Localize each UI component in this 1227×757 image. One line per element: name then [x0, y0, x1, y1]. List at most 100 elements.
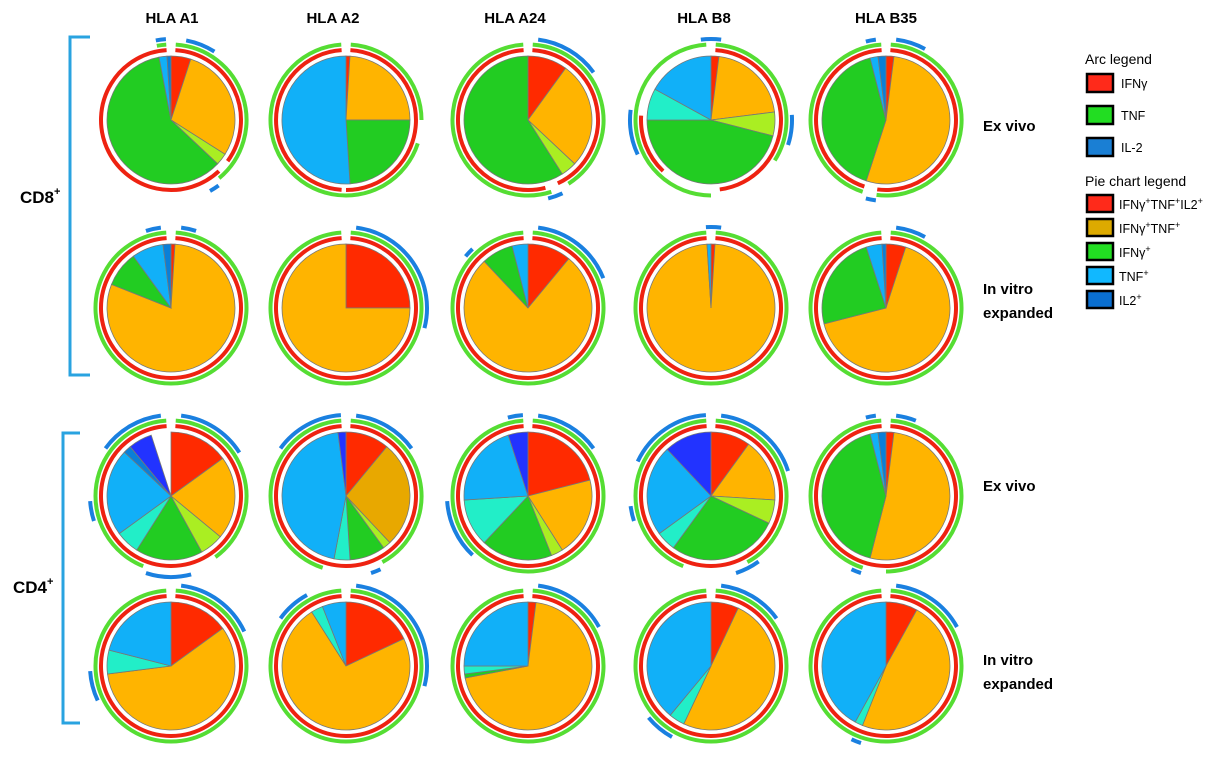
cytokine-arc — [88, 670, 100, 702]
pie-slice — [507, 431, 529, 497]
cytokine-arc — [175, 418, 249, 559]
cytokine-arc — [537, 37, 596, 74]
cytokine-arc — [635, 413, 707, 463]
cytokine-arc — [735, 559, 760, 575]
cytokine-arc — [180, 225, 197, 233]
pie-legend-swatch — [1085, 289, 1115, 310]
pie-slice — [463, 258, 593, 373]
pie-slice — [463, 601, 529, 667]
cytokine-arc — [145, 225, 162, 233]
pie-chart — [808, 413, 964, 575]
cytokine-arc — [850, 567, 862, 575]
arc-legend-swatch — [1085, 72, 1115, 94]
cytokine-arc — [185, 38, 216, 54]
cytokine-arc — [507, 413, 524, 420]
cytokine-arc — [700, 37, 722, 42]
cytokine-arc — [537, 225, 606, 279]
pie-slice — [869, 432, 951, 561]
cytokine-arc — [885, 418, 964, 574]
pie-chart — [268, 225, 429, 386]
column-headers: HLA A1 HLA A2 HLA A24 HLA B8 HLA B35 — [145, 10, 917, 27]
cytokine-arc — [99, 424, 243, 568]
pie-slice — [463, 434, 529, 501]
pie-slice — [281, 611, 411, 731]
pie-chart — [450, 37, 606, 201]
cytokine-arc — [456, 236, 600, 380]
cytokine-arc — [865, 413, 877, 420]
cytokine-arc — [814, 594, 958, 738]
arc-legend-swatch — [1085, 104, 1115, 126]
row-label: expanded — [983, 305, 1053, 322]
pie-slice — [527, 67, 593, 165]
pie-legend-label: IFNγ+TNF+IL2+ — [1119, 196, 1203, 212]
cytokine-arc — [639, 236, 783, 380]
arc-legend-label: IL-2 — [1121, 141, 1143, 155]
cytokine-arc — [274, 594, 418, 738]
pie-legend-swatch — [1085, 193, 1115, 214]
cytokine-arc — [633, 418, 707, 569]
pie-chart — [628, 37, 794, 198]
cytokine-arc — [808, 418, 882, 570]
pie-legend-title: Pie chart legend — [1085, 173, 1186, 189]
cytokine-arc — [895, 583, 959, 628]
pie-slice — [646, 448, 712, 535]
cytokine-arc — [715, 42, 789, 162]
cytokine-arc — [705, 225, 722, 230]
cytokine-arc — [345, 48, 418, 192]
arc-legend-label: TNF — [1121, 109, 1146, 123]
pie-slice — [646, 243, 776, 373]
pie-chart — [445, 413, 606, 574]
pie-slice — [345, 446, 411, 544]
cytokine-arc — [895, 225, 926, 239]
cd8-bracket — [68, 35, 90, 377]
cytokine-arc — [808, 588, 964, 744]
cytokine-arc — [715, 48, 783, 192]
cytokine-arc — [88, 500, 96, 522]
row-label: expanded — [983, 676, 1053, 693]
pie-chart — [88, 413, 249, 579]
cytokine-arc — [370, 567, 382, 575]
pie-slice — [666, 431, 712, 498]
cytokine-arc — [639, 424, 783, 568]
cytokine-arc — [93, 418, 167, 569]
pie-chart — [633, 583, 789, 744]
cytokine-arc — [895, 413, 917, 423]
cytokine-arc — [639, 115, 665, 173]
pie-slice — [345, 243, 411, 309]
column-header: HLA B8 — [677, 10, 731, 27]
pie-legend-label: IL2+ — [1119, 292, 1142, 308]
pie-slice — [646, 119, 774, 185]
cytokine-arc — [268, 418, 342, 570]
pie-slice — [646, 601, 712, 716]
cytokine-arc — [464, 247, 474, 258]
cytokine-arc — [209, 183, 220, 193]
group-label-cd8: CD8+ — [20, 186, 60, 207]
pie-slice — [108, 601, 172, 667]
pie-grid — [88, 37, 964, 745]
pie-slice — [170, 457, 236, 538]
cytokine-arc — [633, 230, 789, 386]
pie-chart — [99, 37, 249, 193]
group-label-cd4: CD4+ — [13, 576, 53, 597]
pie-chart — [808, 37, 964, 203]
pie-chart — [450, 225, 606, 386]
cytokine-arc — [268, 230, 424, 386]
cytokine-arc — [180, 413, 242, 454]
cytokine-arc — [808, 230, 964, 386]
pie-chart — [88, 583, 249, 744]
pie-chart — [93, 225, 249, 386]
cytokine-arc — [274, 236, 418, 380]
cytokine-arc — [99, 48, 221, 192]
cytokine-arc — [456, 594, 600, 738]
pie-chart — [268, 42, 424, 198]
cytokine-arc — [532, 42, 606, 186]
pie-slice — [821, 57, 887, 182]
pie-slice — [106, 451, 172, 535]
cytokine-arc — [103, 413, 162, 450]
cytokine-arc — [268, 42, 420, 198]
pie-slice — [483, 495, 553, 561]
cytokine-arc — [537, 413, 596, 450]
pie-slice — [710, 443, 776, 501]
pie-slice — [710, 56, 775, 121]
